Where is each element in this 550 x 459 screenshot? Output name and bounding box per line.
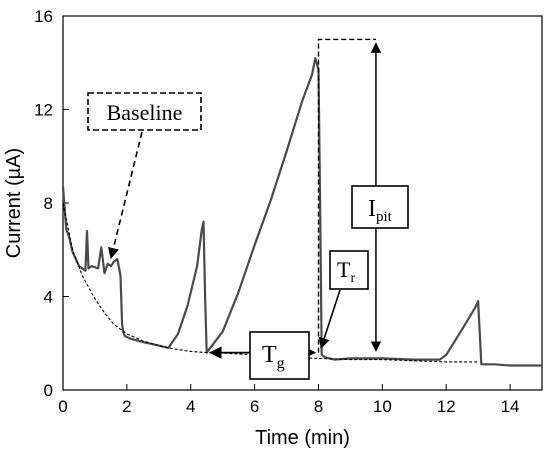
ipit-label: Ipit — [368, 196, 393, 225]
baseline-callout-box — [87, 92, 202, 131]
y-axis-title: Current (µA) — [3, 148, 25, 258]
y-tick-label: 12 — [34, 101, 53, 120]
x-tick-label: 14 — [501, 397, 520, 416]
tr-label-main: T — [337, 257, 351, 282]
pit-outline-dashed — [317, 38, 376, 353]
x-tick-label: 10 — [373, 397, 392, 416]
tr-label: Tr — [337, 257, 355, 286]
tg-label-sub: g — [277, 355, 285, 372]
y-tick-label: 8 — [44, 194, 53, 213]
tr-label-sub: r — [350, 271, 355, 286]
baseline-callout-arrow — [107, 131, 143, 260]
baseline-dashed-line — [62, 202, 479, 363]
x-tick-label: 2 — [122, 397, 131, 416]
tr-label-box — [329, 250, 369, 290]
tr-arrow — [318, 289, 341, 350]
ipit-label-sub: pit — [376, 209, 393, 225]
y-tick-label: 0 — [44, 381, 53, 400]
tg-label-main: T — [262, 342, 277, 368]
current-trace-line — [61, 56, 542, 367]
ipit-label-main: I — [368, 196, 376, 222]
tg-label: Tg — [262, 342, 285, 372]
y-tick-label: 16 — [34, 7, 53, 26]
x-tick-label: 4 — [186, 397, 195, 416]
tg-label-box — [249, 331, 310, 380]
y-tick-label: 4 — [44, 288, 53, 307]
baseline-callout-label: Baseline — [107, 100, 183, 125]
x-tick-label: 6 — [250, 397, 259, 416]
x-tick-label: 8 — [314, 397, 323, 416]
x-tick-label: 0 — [58, 397, 67, 416]
x-axis-title: Time (min) — [255, 427, 350, 449]
ipit-label-box — [351, 185, 409, 229]
x-tick-label: 12 — [437, 397, 456, 416]
